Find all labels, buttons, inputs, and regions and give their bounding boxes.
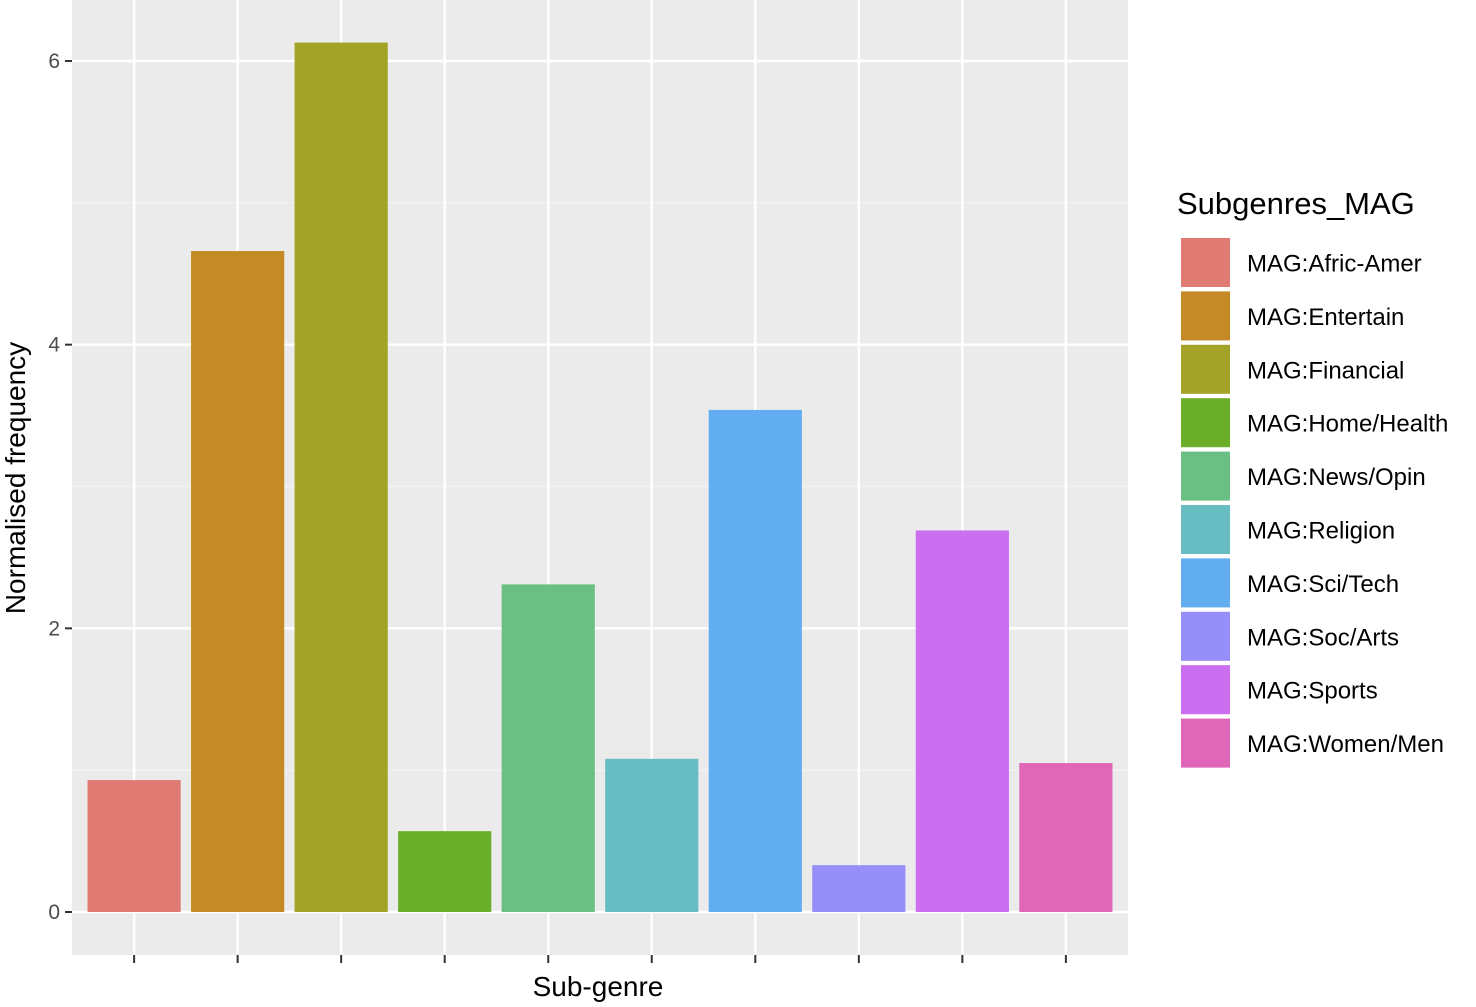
legend-label: MAG:Home/Health (1247, 411, 1448, 438)
legend-label: MAG:Sports (1247, 678, 1378, 705)
y-tick-label: 2 (48, 617, 60, 640)
bar (812, 865, 906, 912)
legend-key (1181, 398, 1230, 448)
legend-key (1181, 344, 1230, 394)
legend-label: MAG:Soc/Arts (1247, 624, 1399, 651)
bar (1019, 763, 1113, 912)
x-axis (133, 955, 1067, 963)
legend-title: Subgenres_MAG (1177, 186, 1415, 221)
bar (915, 530, 1009, 912)
x-axis-title: Sub-genre (533, 971, 664, 1002)
bar (708, 409, 802, 912)
bar (294, 42, 388, 913)
legend-label: MAG:Sci/Tech (1247, 571, 1399, 598)
legend-label: MAG:News/Opin (1247, 464, 1426, 491)
legend: Subgenres_MAG MAG:Afric-Amer MAG:Entertai… (1177, 186, 1448, 768)
legend-key (1181, 558, 1230, 608)
legend-key (1181, 611, 1230, 661)
legend-label: MAG:Afric-Amer (1247, 251, 1422, 278)
y-tick-label: 0 (48, 901, 60, 924)
bar (398, 831, 492, 912)
y-tick-label: 6 (48, 50, 60, 73)
legend-key (1181, 665, 1230, 715)
legend-label: MAG:Entertain (1247, 304, 1404, 331)
bars (87, 42, 1113, 913)
legend-label: MAG:Women/Men (1247, 731, 1444, 758)
bar (605, 758, 699, 912)
y-axis: 0 2 4 6 (48, 50, 72, 924)
legend-key (1181, 291, 1230, 341)
legend-label: MAG:Financial (1247, 357, 1404, 384)
legend-key (1181, 505, 1230, 554)
y-axis-title: Normalised frequency (0, 342, 31, 614)
legend-items: MAG:Afric-Amer MAG:Entertain MAG:Financial… (1181, 238, 1448, 768)
bar (87, 780, 181, 912)
legend-key (1181, 238, 1230, 287)
bar (191, 251, 285, 913)
legend-key (1181, 718, 1230, 768)
legend-label: MAG:Religion (1247, 518, 1395, 545)
bar (501, 584, 595, 912)
legend-key (1181, 451, 1230, 501)
y-tick-label: 4 (48, 334, 60, 357)
